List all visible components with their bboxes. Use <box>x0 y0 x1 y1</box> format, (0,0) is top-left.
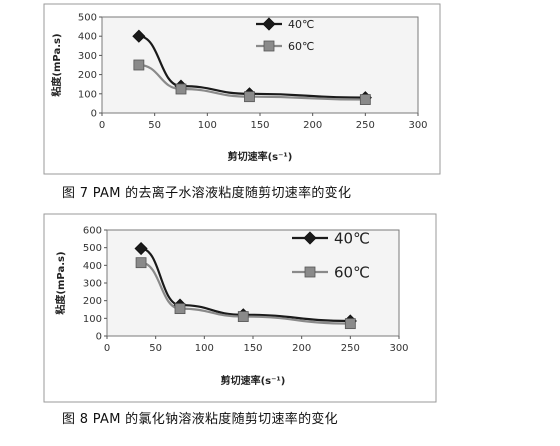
y-tick-label: 300 <box>83 279 102 290</box>
series-line-2 <box>140 261 351 325</box>
legend-marker-square <box>304 266 316 278</box>
data-point-square <box>174 303 186 315</box>
x-tick-label: 300 <box>408 120 427 131</box>
x-tick-label: 200 <box>292 343 311 354</box>
data-point-square <box>359 94 371 105</box>
y-tick-label: 100 <box>78 89 97 100</box>
series-line-1 <box>140 247 351 323</box>
legend-marker-diamond <box>303 231 317 245</box>
data-point-square <box>344 318 356 330</box>
y-tick-label: 200 <box>78 70 97 81</box>
y-tick-label: 400 <box>83 261 102 272</box>
data-point-square <box>237 311 249 322</box>
data-point-square <box>175 83 187 95</box>
viscosity-chart-fig7: 0 100 200 300 400 500 0 50 100 150 200 250 300 剪切速率(s… <box>43 3 441 175</box>
y-tick-label: 600 <box>83 226 102 237</box>
y-tick-label: 500 <box>83 243 102 254</box>
x-tick-label: 300 <box>389 343 408 354</box>
data-point-diamond <box>132 29 146 43</box>
y-tick-label: 500 <box>78 13 97 24</box>
x-tick-label: 50 <box>149 343 162 354</box>
y-tick-label: 400 <box>78 32 97 43</box>
series-line-2 <box>138 63 366 101</box>
x-tick-label: 100 <box>195 343 214 354</box>
legend-label-1: 40℃ <box>334 229 370 247</box>
x-tick-label: 0 <box>99 120 105 131</box>
x-tick-label: 150 <box>250 120 269 131</box>
x-tick-label: 50 <box>148 120 161 131</box>
data-point-square <box>244 91 255 103</box>
y-tick-label: 100 <box>83 314 102 325</box>
y-tick-label: 0 <box>96 332 102 343</box>
chart-panel-fig7: 0 100 200 300 400 500 0 50 100 150 200 250 300 剪切速率(s… <box>0 0 560 210</box>
legend-marker-diamond <box>262 17 276 31</box>
viscosity-chart-fig8: 0 100 200 300 400 500 600 0 50 100 150 200 250 300 剪切速… <box>43 213 437 403</box>
series-line-1 <box>138 35 366 99</box>
y-tick-label: 200 <box>83 296 102 307</box>
figure-caption-fig7: 图 7 PAM 的去离子水溶液粘度随剪切速率的变化 <box>62 186 352 201</box>
y-tick-label: 300 <box>78 51 97 62</box>
legend-label-2: 60℃ <box>288 40 314 53</box>
data-point-square <box>135 257 147 269</box>
legend-label-2: 60℃ <box>334 263 370 281</box>
x-axis-label: 剪切速率(s⁻¹) <box>228 150 293 163</box>
x-tick-label: 0 <box>104 343 110 354</box>
legend-label-1: 40℃ <box>288 18 314 31</box>
x-tick-label: 200 <box>303 120 322 131</box>
x-tick-label: 250 <box>341 343 360 354</box>
y-axis-label: 粘度(mPa.s) <box>50 33 63 96</box>
data-point-square <box>133 59 145 71</box>
figure-caption-fig8: 图 8 PAM 的氯化钠溶液粘度随剪切速率的变化 <box>62 412 338 427</box>
data-point-diamond <box>134 241 148 256</box>
y-axis-label: 粘度(mPa.s) <box>54 251 67 314</box>
x-tick-label: 150 <box>243 343 262 354</box>
legend-marker-square <box>263 40 275 52</box>
chart-panel-fig8: 0 100 200 300 400 500 600 0 50 100 150 200 250 300 剪切速… <box>0 212 560 446</box>
x-tick-label: 100 <box>198 120 217 131</box>
x-axis-label: 剪切速率(s⁻¹) <box>221 374 286 387</box>
x-tick-label: 250 <box>356 120 375 131</box>
y-tick-label: 0 <box>91 109 97 120</box>
